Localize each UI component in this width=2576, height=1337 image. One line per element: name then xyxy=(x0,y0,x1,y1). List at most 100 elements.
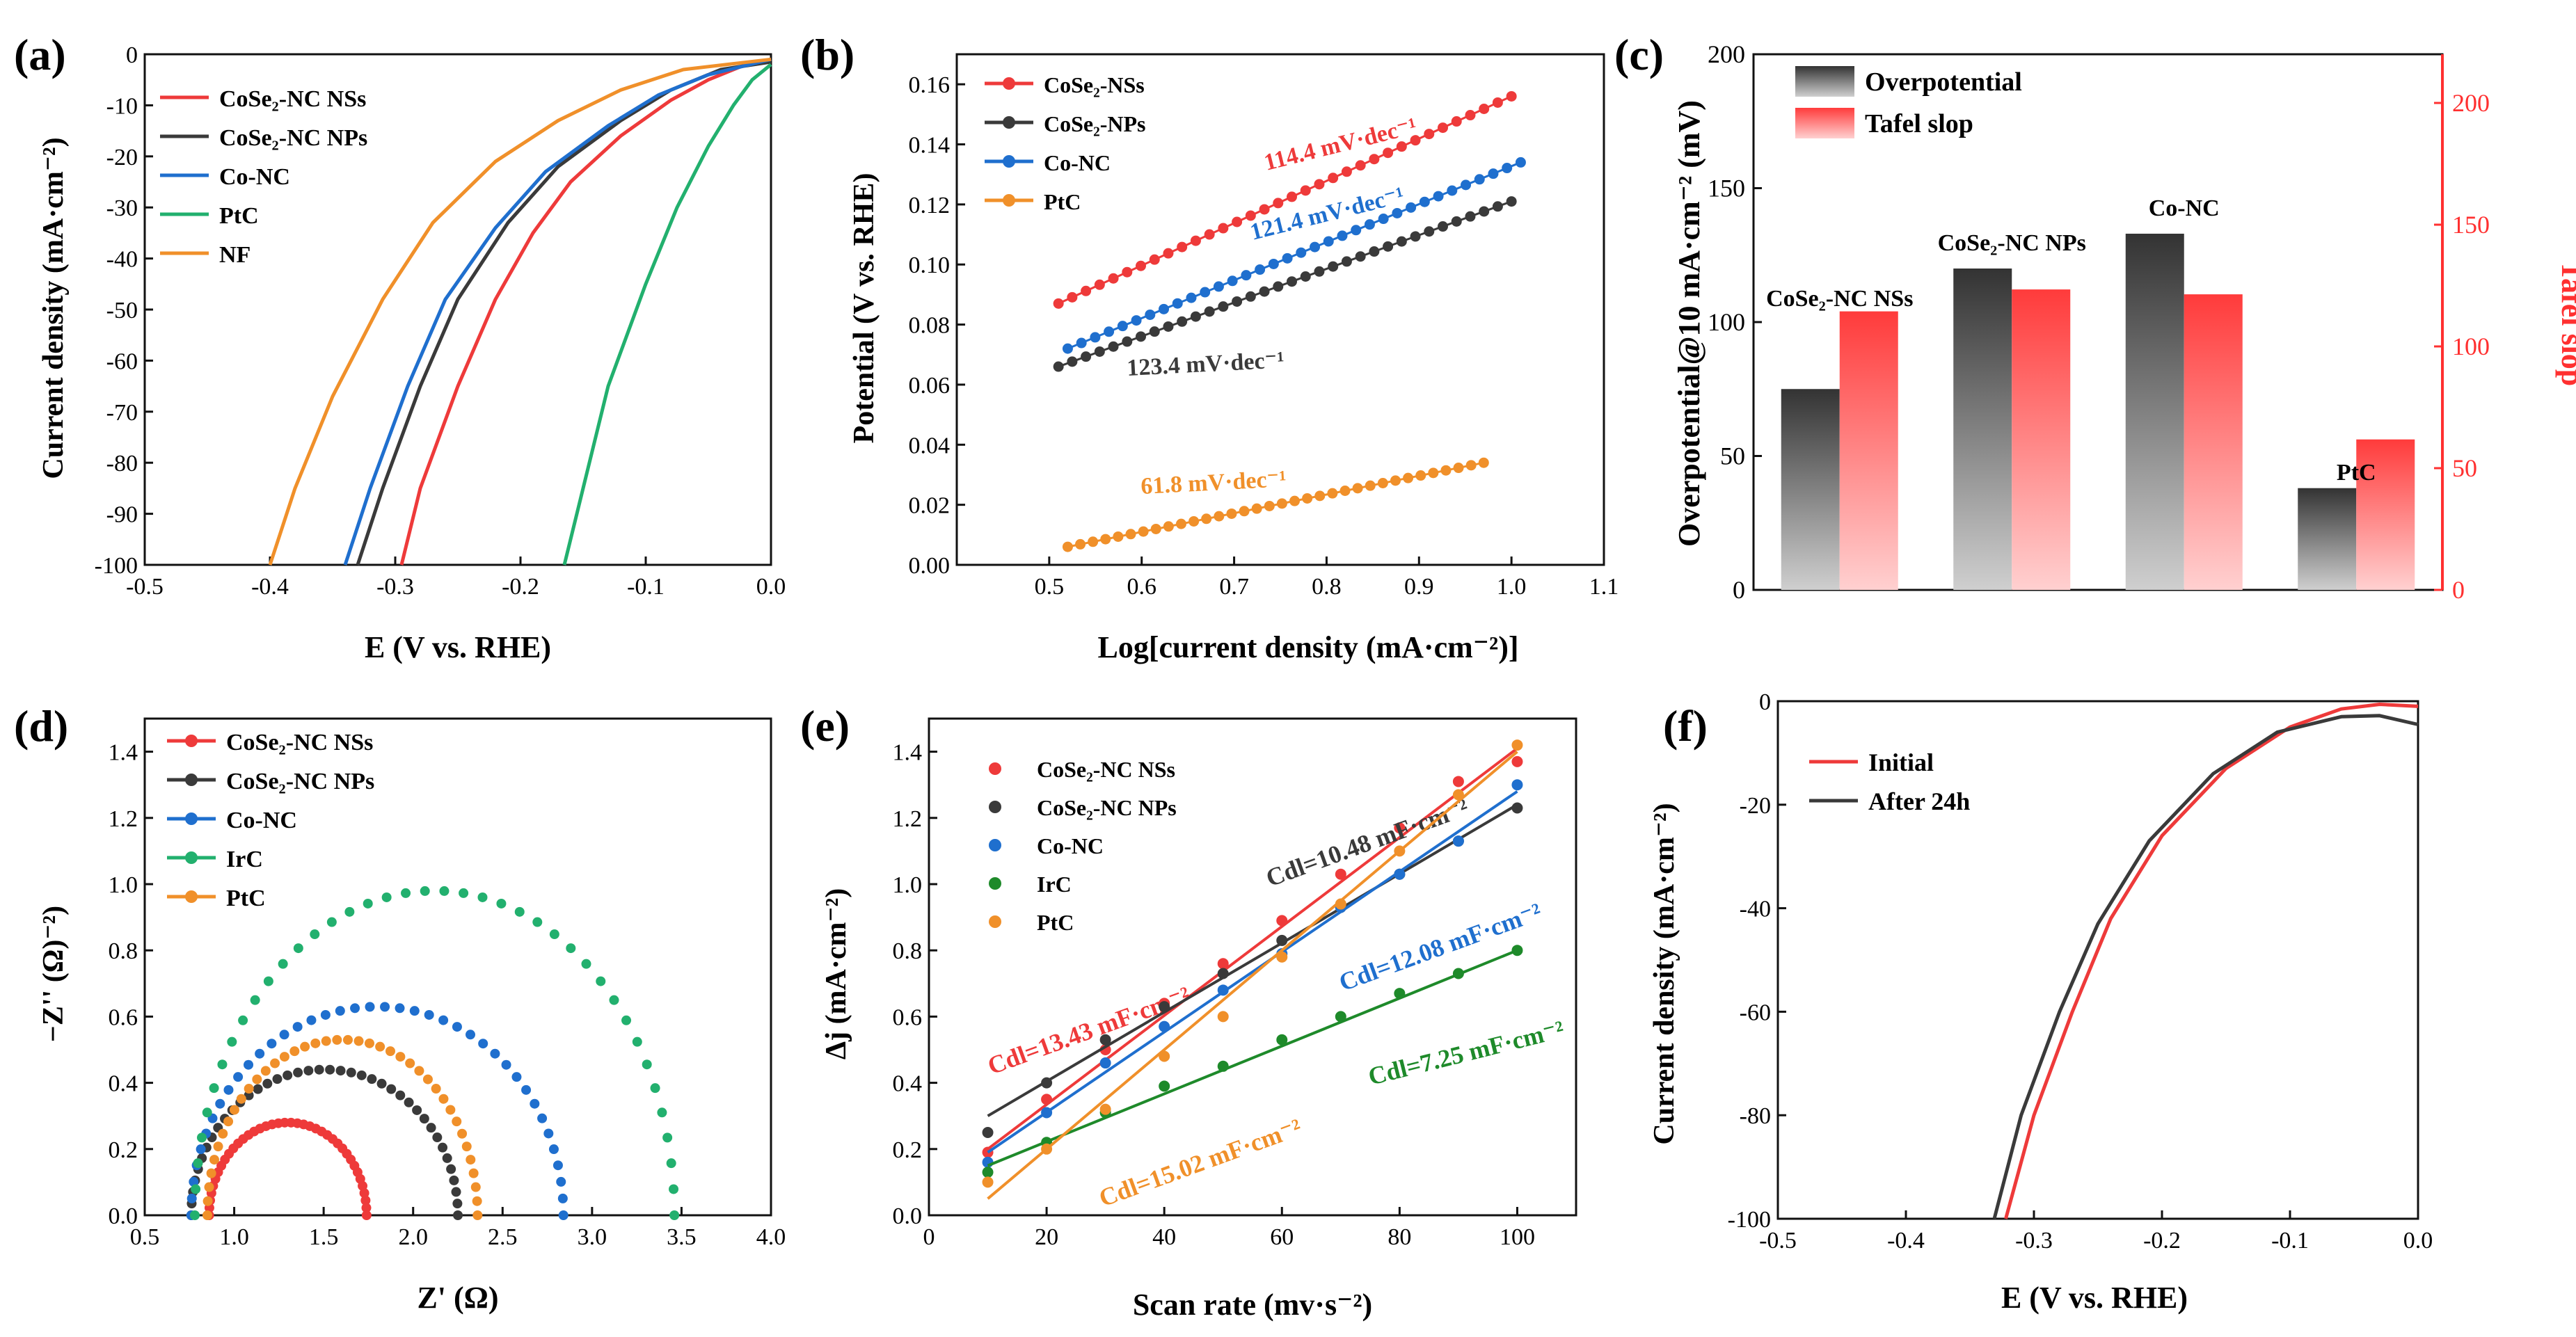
data-point xyxy=(404,1097,414,1107)
panel-a: (a) -0.5 -0.4 -0.3 -0.2 -0.1 0.0 0 -10 -20 -30 -40… xyxy=(14,30,786,664)
legend-label: PtC xyxy=(1044,189,1081,214)
legend-label: CoSe₂-NPs xyxy=(1044,111,1145,136)
data-point xyxy=(244,1084,254,1094)
plot-area: 0 50 100 150 200 0 50 100 150 200 CoSe₂-NC NSs CoSe… xyxy=(1708,40,2490,604)
y-tick-label-right: 200 xyxy=(2452,89,2490,117)
data-point xyxy=(364,1038,374,1048)
x-tick-label: -0.3 xyxy=(376,574,414,600)
legend-marker xyxy=(989,877,1001,890)
panel-f: (f) -0.5 -0.4 -0.3 -0.2 -0.1 0.0 0 -20 -40 -60 -80… xyxy=(1648,689,2433,1315)
data-point xyxy=(1159,1001,1170,1013)
x-tick-label: 0.5 xyxy=(130,1224,160,1250)
data-point xyxy=(632,1036,642,1047)
data-point xyxy=(293,943,303,954)
data-point xyxy=(310,929,320,940)
y-axis-title: Potential (V vs. RHE) xyxy=(848,173,880,444)
data-point xyxy=(982,1156,994,1168)
data-point xyxy=(1335,898,1346,910)
data-point xyxy=(289,1046,300,1057)
series-line xyxy=(2004,703,2419,1219)
y-tick-label-right: 100 xyxy=(2452,333,2490,360)
y-tick-label: -60 xyxy=(106,349,138,374)
data-point xyxy=(1276,951,1288,963)
data-point xyxy=(1452,776,1464,787)
fit-line xyxy=(987,747,1518,1151)
legend-label: After 24h xyxy=(1868,787,1970,815)
data-point xyxy=(227,1036,237,1047)
y-tick-label: -40 xyxy=(106,247,138,273)
y-tick-label: 0.2 xyxy=(109,1137,138,1163)
data-point xyxy=(202,1107,212,1118)
legend-swatch-tafel xyxy=(1795,108,1854,138)
data-point xyxy=(360,1195,371,1206)
data-point xyxy=(1217,968,1229,979)
data-point xyxy=(420,886,430,896)
legend-label: Co-NC xyxy=(1044,150,1111,175)
x-axis-title: Log[current density (mA·cm⁻²)] xyxy=(1097,630,1518,664)
x-tick-label: 1.0 xyxy=(219,1224,249,1250)
data-point xyxy=(350,1003,360,1014)
data-point xyxy=(439,886,450,896)
legend-label: Overpotential xyxy=(1865,67,2022,97)
y-tick-label: 0.04 xyxy=(909,433,951,458)
data-point xyxy=(496,898,507,908)
data-point xyxy=(532,917,543,927)
category-label: PtC xyxy=(2337,460,2376,486)
data-point xyxy=(292,1022,303,1032)
data-point xyxy=(982,1127,994,1138)
data-point xyxy=(359,1188,369,1199)
data-point xyxy=(386,1084,397,1094)
bar-overpotential xyxy=(2298,488,2357,590)
data-point xyxy=(367,1074,377,1084)
legend-marker xyxy=(1003,77,1015,90)
bar-tafel xyxy=(2012,289,2071,590)
legend-label: PtC xyxy=(1037,910,1074,935)
legend-swatch-overpotential xyxy=(1795,66,1854,97)
panel-label: (d) xyxy=(14,701,68,751)
data-point xyxy=(325,1064,335,1075)
data-point xyxy=(1452,835,1464,847)
plot-area: -0.5 -0.4 -0.3 -0.2 -0.1 0.0 0 -10 -20 -30 -40 -50 -… xyxy=(95,42,786,600)
legend-label: CoSe₂-NC NPs xyxy=(226,769,374,794)
y-tick-label: -40 xyxy=(1740,897,1771,922)
data-point xyxy=(255,1048,265,1059)
data-point xyxy=(233,1072,244,1082)
data-point xyxy=(548,1144,559,1155)
legend-marker xyxy=(185,851,198,864)
data-point xyxy=(1041,1077,1053,1089)
data-point xyxy=(401,888,411,898)
data-point xyxy=(438,1142,448,1153)
data-point xyxy=(445,1105,456,1115)
data-point xyxy=(511,1072,522,1082)
fit-line xyxy=(1067,461,1484,548)
data-point xyxy=(468,1168,479,1178)
data-point xyxy=(206,1168,216,1178)
data-point xyxy=(621,1015,632,1025)
data-point xyxy=(1394,988,1406,1000)
data-point xyxy=(669,1184,679,1194)
data-point xyxy=(395,1090,406,1100)
x-tick-label: 0.9 xyxy=(1404,574,1434,600)
data-point xyxy=(204,1182,214,1192)
x-tick-label: 3.0 xyxy=(578,1224,607,1250)
legend-label: Tafel slop xyxy=(1865,109,1973,138)
y-tick-label: 1.4 xyxy=(893,740,923,766)
series-line xyxy=(343,57,772,566)
data-point xyxy=(283,1070,293,1080)
bar-tafel xyxy=(2356,439,2415,590)
x-tick-label: -0.5 xyxy=(1759,1228,1797,1254)
data-point xyxy=(238,1015,248,1025)
data-point xyxy=(380,1002,390,1012)
data-point xyxy=(293,1067,303,1078)
data-point xyxy=(642,1059,652,1070)
data-point xyxy=(223,1116,234,1127)
y-tick-label: -20 xyxy=(1740,793,1771,819)
y-axis-title: Δj (mA·cm⁻²) xyxy=(820,888,852,1060)
data-point xyxy=(461,1142,472,1152)
data-point xyxy=(1511,739,1523,751)
x-tick-label: -0.4 xyxy=(1887,1228,1925,1254)
y-tick-label: 0.6 xyxy=(109,1004,138,1030)
data-point xyxy=(197,1132,207,1143)
data-point xyxy=(452,1199,463,1209)
data-point xyxy=(310,1038,321,1048)
